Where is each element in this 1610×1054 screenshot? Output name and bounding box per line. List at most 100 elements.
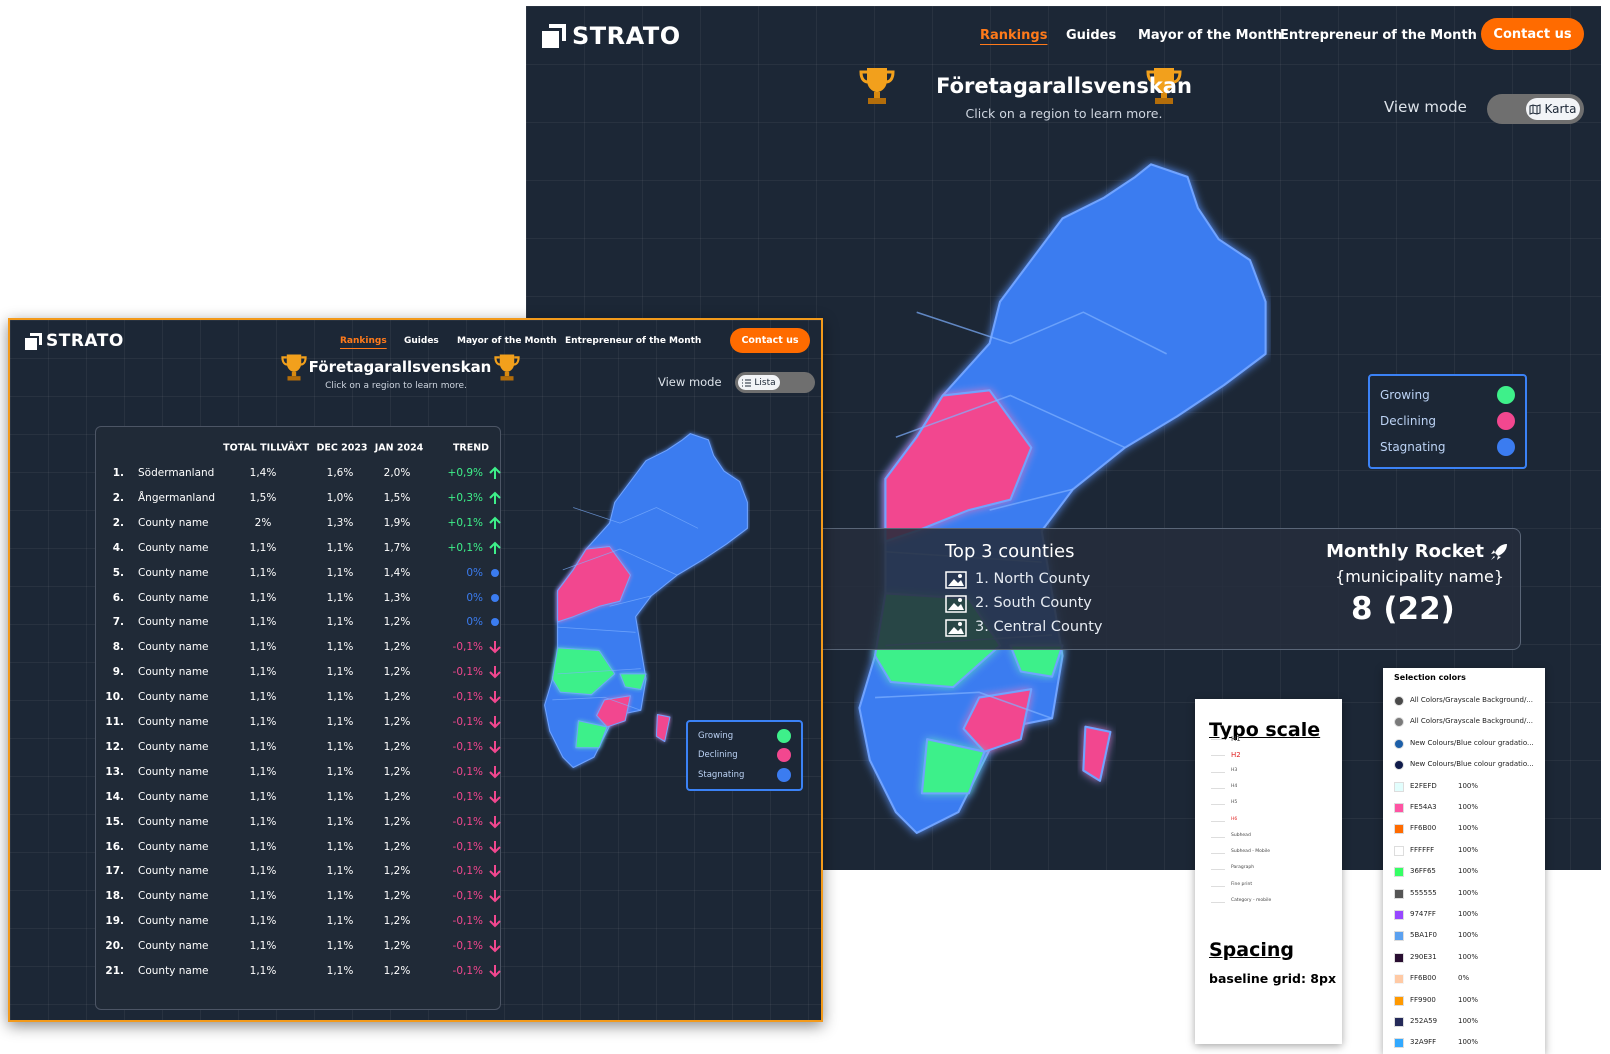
trend-value: -0,1% (452, 915, 483, 928)
table-cell: 1,1% (326, 716, 354, 728)
color-swatch (1394, 803, 1404, 813)
nav-item[interactable]: Rankings (340, 336, 387, 346)
sweden-map[interactable] (542, 429, 750, 794)
table-cell: 1,7% (383, 541, 411, 554)
arrow-down (489, 716, 501, 729)
table-cell: Ångermanland (138, 491, 216, 504)
legend-swatch (1497, 438, 1515, 456)
list-icon (742, 379, 752, 386)
nav-item[interactable]: Mayor of the Month (457, 336, 557, 346)
region-border (557, 626, 636, 633)
view-mode-toggle[interactable]: Karta (1487, 94, 1584, 124)
rocket-icon (1491, 543, 1507, 560)
trend-dot (491, 593, 499, 602)
table-cell: 1,5% (249, 491, 277, 504)
color-opacity: 100% (1458, 867, 1479, 876)
color-swatch (1394, 910, 1404, 920)
toggle-label: Lista (754, 377, 776, 388)
table-cell: 20. (105, 940, 124, 953)
table-cell: 13. (105, 765, 124, 778)
table-cell: 1,1% (249, 965, 277, 977)
typo-style: H5 (1231, 800, 1238, 806)
table-cell: County name (138, 965, 209, 977)
column-header: TOTAL TILLVÄXT (223, 442, 309, 454)
arrow-down (489, 740, 501, 754)
legend-label: Declining (1380, 414, 1437, 428)
legend-label: Growing (1380, 388, 1430, 402)
table-cell: County name (138, 790, 209, 803)
arrow-down (489, 940, 501, 953)
table-cell: 1,1% (249, 666, 277, 679)
trend-icon (489, 890, 501, 903)
view-mode-toggle[interactable]: Lista (735, 372, 815, 393)
table-cell: County name (138, 541, 209, 554)
table-cell: 1,1% (326, 765, 354, 778)
color-label: All Colors/Grayscale Background/... (1410, 717, 1533, 726)
region-border (609, 595, 652, 607)
table-cell: 2. (112, 516, 124, 529)
table-cell: County name (138, 716, 209, 728)
table-cell: 1,1% (249, 616, 277, 629)
top3-item: 2. South County (975, 595, 1092, 611)
color-swatch (1394, 952, 1404, 963)
image-icon (945, 619, 967, 637)
color-opacity: 100% (1458, 995, 1479, 1004)
color-opacity: 100% (1458, 952, 1479, 961)
column-header: JAN 2024 (374, 442, 424, 454)
color-label: FE54A3 (1410, 803, 1437, 811)
table-cell: 1,1% (249, 790, 277, 803)
table-cell: 1,1% (249, 740, 277, 753)
view-mode-label: View mode (1384, 98, 1467, 116)
typo-style: H6 (1231, 816, 1238, 822)
trend-icon (489, 915, 501, 928)
trend-value: -0,1% (452, 965, 483, 977)
table-cell: 1,1% (326, 940, 354, 953)
icon-frame (945, 595, 967, 613)
nav-item[interactable]: Guides (1066, 28, 1117, 43)
table-cell: County name (138, 940, 209, 953)
color-label: E2FEFD (1410, 781, 1437, 790)
map-region (884, 389, 1033, 543)
table-cell: 1,1% (249, 840, 277, 853)
legend: Growing Declining Stagnating (1368, 374, 1527, 469)
trend-icon (489, 691, 501, 704)
arrow-down (489, 765, 501, 779)
trend-value: -0,1% (452, 641, 483, 654)
trend-value: 0% (466, 566, 483, 579)
table-cell: County name (138, 740, 209, 753)
nav-item[interactable]: Rankings (980, 28, 1048, 43)
table-cell: County name (138, 566, 209, 579)
table-cell: 19. (105, 915, 124, 928)
legend-swatch (1497, 386, 1515, 404)
trend-value: 0% (466, 591, 483, 604)
legend-item: Declining (698, 746, 791, 766)
table-cell: 1,2% (383, 890, 411, 903)
subtitle: Click on a region to learn more. (325, 381, 467, 391)
arrow-up (489, 466, 501, 479)
nav-item[interactable]: Entrepreneur of the Month (1280, 28, 1477, 43)
nav-item[interactable]: Entrepreneur of the Month (565, 336, 702, 346)
typo-sample-line (1211, 885, 1225, 887)
trend-icon (489, 541, 501, 554)
nav-item[interactable]: Mayor of the Month (1138, 28, 1283, 43)
color-opacity: 100% (1458, 910, 1479, 918)
table-cell: 1,1% (249, 815, 277, 828)
color-opacity: 100% (1458, 803, 1479, 811)
typo-style: Paragraph (1231, 865, 1255, 871)
summary-panel: Top 3 counties Monthly Rocket {municipal… (788, 528, 1521, 650)
contact-button[interactable]: Contact us (730, 328, 810, 353)
trend-value: +0,1% (447, 541, 483, 554)
toggle-pill: Lista (738, 375, 780, 390)
table-cell: 7. (112, 616, 124, 629)
region-border (573, 507, 699, 529)
contact-button[interactable]: Contact us (1481, 18, 1584, 50)
map-region (1082, 725, 1112, 782)
table-cell: 6. (112, 591, 124, 604)
trend-value: -0,1% (452, 765, 483, 778)
icon-sun (958, 598, 962, 602)
trend-icon (491, 568, 499, 577)
arrow-down (489, 815, 501, 829)
nav-item[interactable]: Guides (404, 336, 439, 346)
color-swatch (1394, 1017, 1404, 1027)
